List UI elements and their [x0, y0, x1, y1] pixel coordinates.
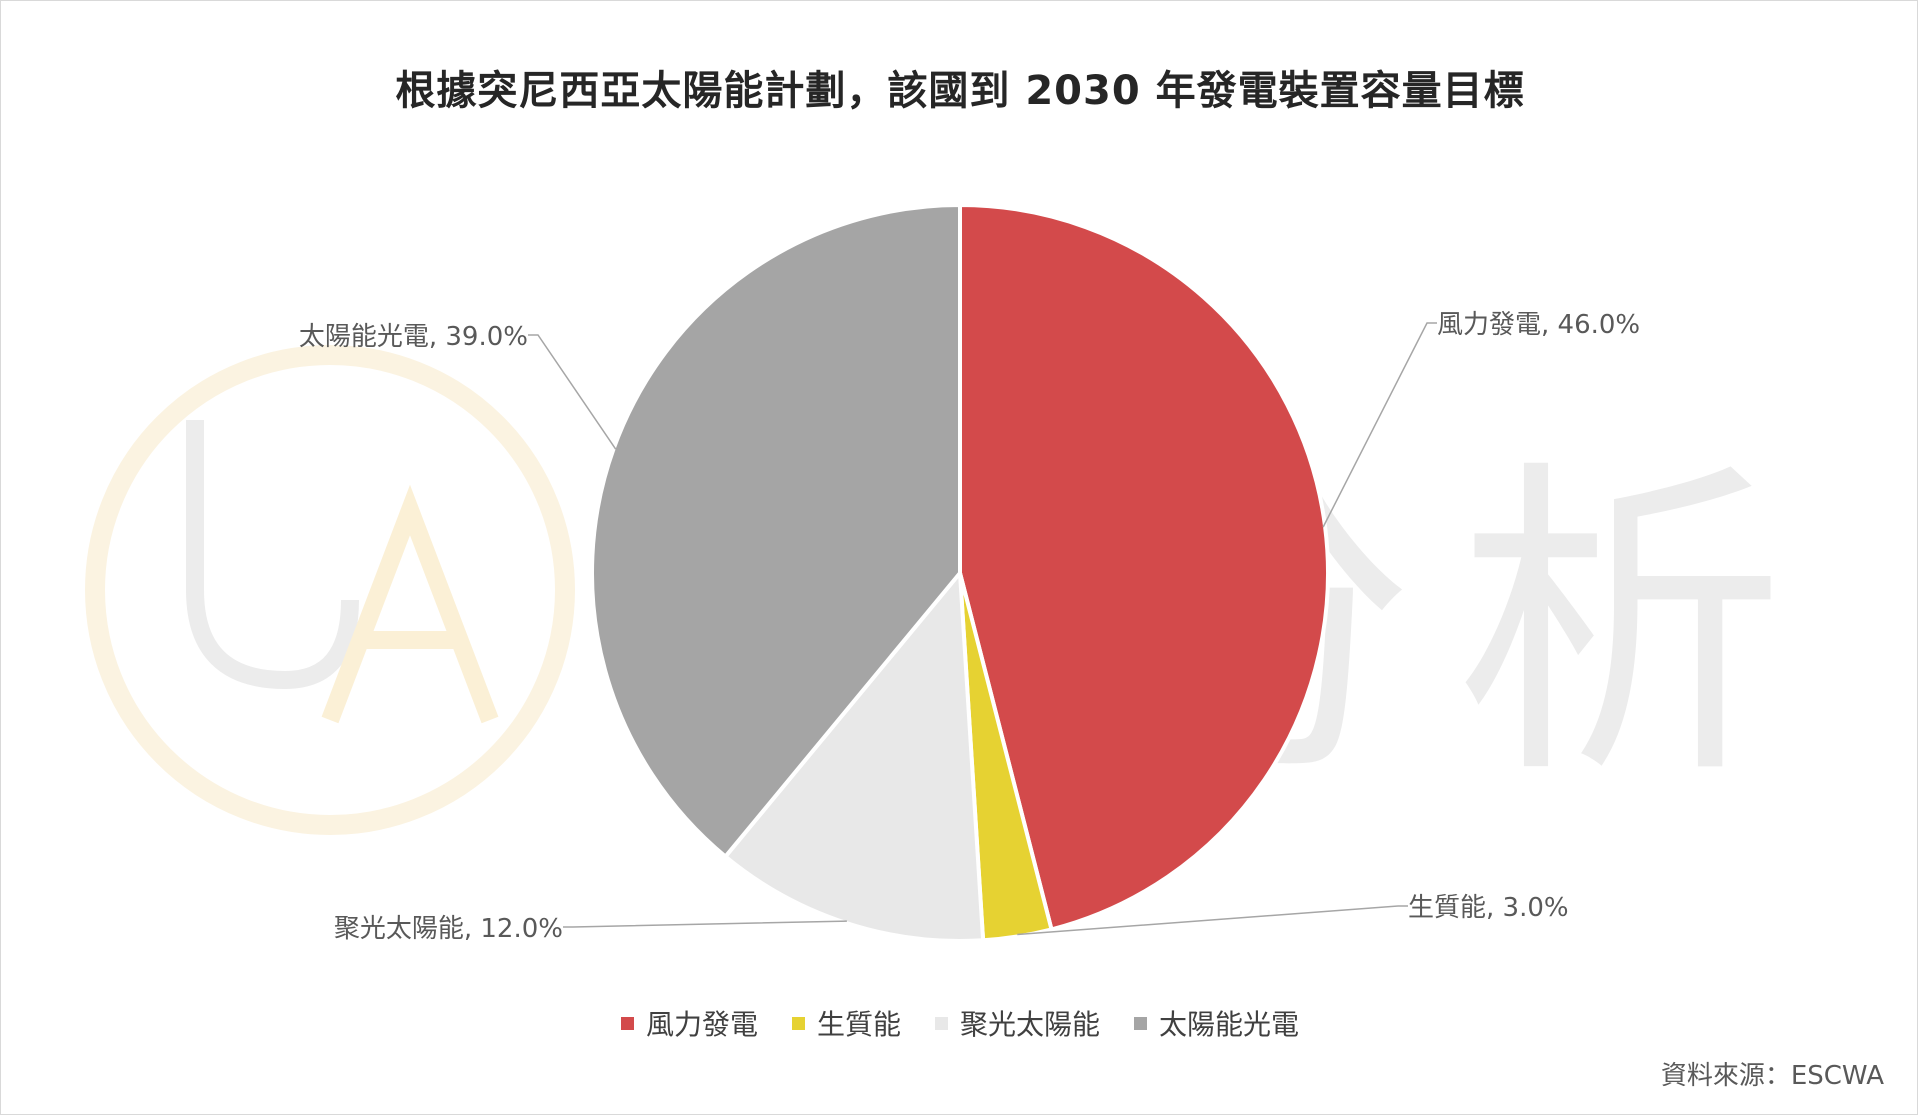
leader-line: [1322, 322, 1437, 528]
legend-label: 聚光太陽能: [960, 1008, 1101, 1041]
leader-line: [1017, 905, 1408, 936]
legend-swatch: [620, 1016, 634, 1030]
leader-line: [563, 920, 847, 928]
legend-item: 太陽能光電: [1134, 1003, 1299, 1043]
legend-swatch: [935, 1016, 948, 1030]
data-label: 太陽能光電, 39.0%: [299, 322, 528, 352]
data-labels: 風力發電, 46.0% 生質能, 3.0% 聚光太陽能, 12.0% 太陽能光電, 3…: [299, 310, 1640, 944]
legend-swatch: [1134, 1016, 1148, 1030]
data-label: 聚光太陽能, 12.0%: [334, 914, 563, 944]
pie-slice: [723, 571, 986, 943]
legend-label: 生質能: [816, 1008, 901, 1041]
legend-item: 風力發電: [620, 1003, 758, 1043]
data-label: 生質能, 3.0%: [1408, 893, 1569, 923]
data-label: 風力發電, 46.0%: [1437, 310, 1640, 340]
legend-swatch: [791, 1016, 805, 1030]
pie-slices: [590, 203, 1330, 943]
legend-item: 聚光太陽能: [935, 1003, 1100, 1043]
watermark-logo-u: [186, 420, 359, 690]
chart-title: 根據突尼西亞太陽能計劃，該國到 2030 年發電裝置容量目標: [395, 68, 1525, 114]
watermark-logo-ring: [85, 345, 575, 835]
pie-slice: [958, 203, 1330, 932]
legend-label: 太陽能光電: [1159, 1008, 1300, 1041]
source-note: 資料來源：ESCWA: [1660, 1061, 1884, 1091]
watermark-logo-a: [321, 484, 499, 724]
leader-line: [528, 334, 617, 450]
legend-item: 生質能: [791, 1003, 901, 1043]
pie-slice: [590, 203, 962, 859]
leader-lines: [528, 322, 1437, 936]
legend-label: 風力發電: [645, 1008, 758, 1041]
legend: 風力發電 生質能 聚光太陽能 太陽能光電: [0, 1003, 1920, 1043]
